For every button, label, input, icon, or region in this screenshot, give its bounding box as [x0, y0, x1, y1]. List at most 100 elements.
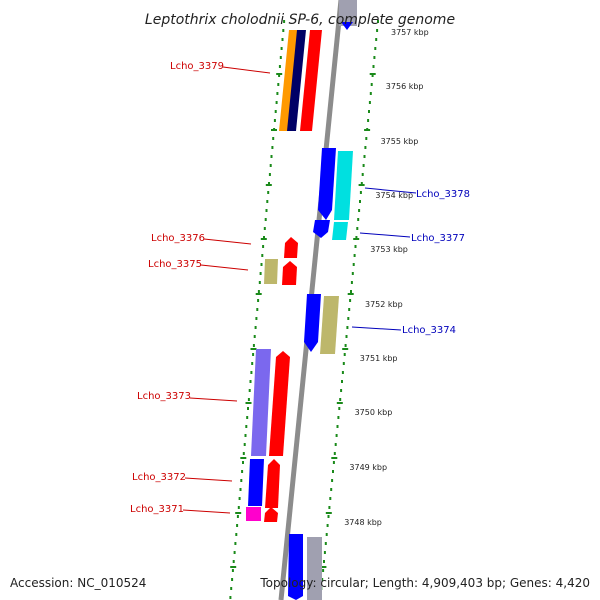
scale-tick-label: 3754 kbp	[375, 191, 413, 200]
scale-tick-label: 3752 kbp	[365, 300, 403, 309]
ring-dash	[265, 184, 272, 186]
gene-lcho-3377-cyan[interactable]	[332, 222, 348, 240]
ring-dot	[371, 74, 374, 77]
ring-dot	[368, 110, 370, 113]
scale-ticks: 3757 kbp 3756 kbp 3755 kbp 3754 kbp 3753 kbp…	[344, 28, 429, 527]
ring-dot	[233, 551, 236, 554]
ring-dot	[343, 353, 346, 356]
ring-dot	[341, 380, 343, 383]
ring-dot	[376, 29, 379, 32]
ring-dot	[342, 362, 345, 365]
ring-dash	[358, 184, 365, 186]
gene-lcho-3373-slate[interactable]	[251, 349, 271, 456]
gene-label-lcho-3371[interactable]: Lcho_3371	[130, 504, 184, 515]
ring-dot	[252, 353, 255, 356]
ring-dot	[259, 272, 262, 275]
gene-label-lcho-3373[interactable]: Lcho_3373	[137, 391, 191, 402]
ring-dot	[336, 425, 339, 428]
map-title: Leptothrix cholodnii SP-6, complete geno…	[145, 12, 455, 28]
gene-label-lcho-3374[interactable]: Lcho_3374	[402, 325, 456, 336]
ring-dot	[278, 74, 281, 77]
ring-dot	[247, 407, 249, 410]
ring-dot	[330, 488, 333, 491]
ring-dash	[353, 238, 360, 240]
ring-dash	[260, 238, 267, 240]
ring-dot	[231, 569, 234, 572]
ring-dot	[248, 389, 251, 392]
gene-top-partial[interactable]	[339, 0, 357, 26]
gene-bottom-gray[interactable]	[307, 537, 322, 600]
ring-dot	[345, 335, 348, 338]
ring-dot	[257, 299, 260, 302]
gene-features	[246, 0, 357, 600]
gene-lcho-3378-blue[interactable]	[318, 148, 336, 220]
gene-label-lcho-3376[interactable]: Lcho_3376	[151, 233, 205, 244]
ring-dot	[332, 470, 334, 473]
ring-dot	[349, 299, 352, 302]
ring-dot	[265, 209, 268, 212]
gene-label-callouts: Lcho_3379 Lcho_3378 Lcho_3377 Lcho_3376 …	[130, 61, 470, 515]
ring-dot	[237, 506, 240, 509]
gene-lcho-3379-red[interactable]	[300, 30, 322, 131]
gene-lcho-3377-blue[interactable]	[313, 220, 330, 238]
gene-lcho-3375-khaki[interactable]	[264, 259, 278, 284]
ring-dot	[367, 119, 370, 122]
gene-top-partial-arrow[interactable]	[341, 22, 353, 30]
ring-dot	[326, 524, 329, 527]
gene-lcho-3372-blue[interactable]	[248, 459, 264, 506]
gene-lcho-3374-blue[interactable]	[304, 294, 321, 352]
ring-dot	[362, 164, 365, 167]
ring-dash	[331, 457, 338, 459]
ring-dot	[325, 533, 328, 536]
gene-lcho-3375-red[interactable]	[282, 261, 297, 285]
ring-dot	[353, 254, 356, 257]
ring-dash	[245, 402, 252, 404]
leader-lcho-3376	[203, 238, 252, 245]
ring-dot	[263, 227, 266, 230]
gene-lcho-3371-magenta[interactable]	[246, 507, 261, 521]
gene-label-lcho-3375[interactable]: Lcho_3375	[148, 259, 202, 270]
ring-dot	[329, 497, 332, 500]
ring-dot	[273, 119, 276, 122]
gene-lcho-3378-cyan[interactable]	[334, 151, 353, 220]
ring-dot	[250, 371, 253, 374]
ring-dot	[327, 515, 330, 518]
gene-label-lcho-3377[interactable]: Lcho_3377	[411, 233, 465, 244]
ring-dot	[272, 137, 275, 140]
gene-label-lcho-3379[interactable]: Lcho_3379	[170, 61, 224, 72]
gene-lcho-3373-red[interactable]	[269, 351, 290, 456]
ring-dot	[364, 146, 367, 149]
ring-dot	[254, 326, 257, 329]
ring-dot	[322, 569, 325, 572]
ring-dash	[342, 348, 349, 350]
gene-lcho-3379-navy[interactable]	[287, 30, 306, 131]
ring-dot	[282, 29, 285, 32]
gene-lcho-3379-orange[interactable]	[279, 30, 298, 131]
scale-tick-label: 3756 kbp	[386, 82, 424, 91]
ring-dot	[365, 137, 368, 140]
gene-label-lcho-3378[interactable]: Lcho_3378	[416, 189, 470, 200]
ring-dot	[255, 317, 258, 320]
gene-lcho-3376[interactable]	[284, 237, 298, 258]
ring-dot	[363, 155, 366, 158]
accession-text: Accession: NC_010524	[10, 576, 146, 590]
ring-dot	[270, 155, 273, 158]
gene-lcho-3372-red[interactable]	[265, 459, 280, 508]
gene-lcho-3374-khaki[interactable]	[320, 296, 339, 354]
ring-dot	[280, 47, 283, 50]
ring-dot	[251, 362, 254, 365]
gene-lcho-3371-red[interactable]	[264, 507, 278, 522]
gene-label-lcho-3372[interactable]: Lcho_3372	[132, 472, 186, 483]
ring-dot	[275, 101, 278, 104]
gene-bottom-blue[interactable]	[288, 534, 303, 600]
ring-dot	[375, 38, 378, 41]
ring-dot	[244, 434, 247, 437]
ring-dash	[347, 293, 354, 295]
ring-dot	[263, 236, 265, 239]
ring-dash	[255, 293, 262, 295]
ring-dot	[236, 524, 239, 527]
ring-dash	[230, 566, 237, 568]
ring-dot	[279, 56, 282, 59]
ring-dot	[369, 92, 372, 95]
